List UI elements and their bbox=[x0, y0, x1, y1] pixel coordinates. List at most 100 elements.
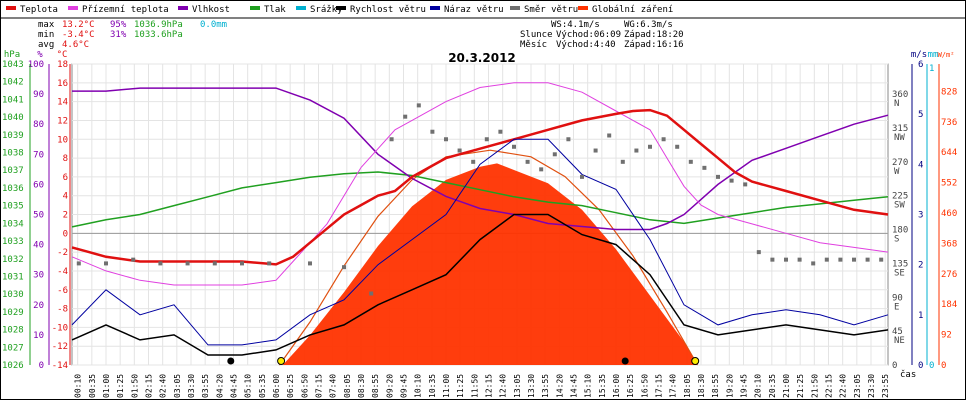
wind-direction-point bbox=[539, 167, 544, 172]
sunset: Západ:18:20 bbox=[624, 30, 684, 40]
wind-direction-point bbox=[688, 159, 693, 164]
moon-marker bbox=[621, 357, 629, 365]
stat-max-press: 1036.9hPa bbox=[134, 20, 183, 30]
wind-direction-point bbox=[648, 144, 652, 149]
x-tick-label: 00:35 bbox=[88, 374, 97, 398]
x-tick-label: 05:10 bbox=[244, 374, 253, 398]
legend-swatch bbox=[6, 6, 16, 10]
solar-tick-label: 828 bbox=[941, 87, 957, 97]
right-axes: 360N315NW270W225SW180S135SE90E45NE0m/s65… bbox=[892, 50, 957, 371]
wind-direction-point bbox=[865, 257, 870, 262]
pressure-tick-label: 1029 bbox=[2, 308, 24, 318]
wind-direction-point bbox=[620, 159, 625, 164]
temperature-tick-label: 8 bbox=[63, 154, 68, 164]
wind-direction-point bbox=[430, 129, 435, 134]
sun-marker bbox=[277, 357, 286, 365]
legend-swatch bbox=[296, 6, 306, 10]
chart-title: 20.3.2012 bbox=[448, 51, 516, 65]
temperature-tick-label: 6 bbox=[63, 173, 68, 183]
x-tick-label: 17:40 bbox=[669, 374, 678, 398]
wind-direction-point bbox=[607, 133, 612, 138]
x-tick-label: 20:35 bbox=[768, 374, 777, 398]
stat-max-rain: 0.0mm bbox=[200, 20, 227, 30]
pressure-axis-title: hPa bbox=[4, 50, 20, 60]
direction-tick-label: N bbox=[894, 99, 899, 109]
wind-direction-point bbox=[838, 257, 843, 262]
solar-tick-label: 276 bbox=[941, 270, 957, 280]
wind-direction-point bbox=[185, 261, 190, 266]
humidity-tick-label: 40 bbox=[33, 241, 44, 251]
stat-max-temp: 13.2°C bbox=[62, 20, 95, 30]
sun-marker bbox=[691, 357, 700, 365]
direction-tick-label: 0 bbox=[892, 361, 897, 371]
x-tick-label: 06:50 bbox=[300, 374, 309, 398]
x-tick-label: 07:40 bbox=[329, 374, 338, 398]
x-tick-label: 02:15 bbox=[145, 374, 154, 398]
wind-direction-point bbox=[743, 182, 748, 187]
x-tick-label: 17:15 bbox=[655, 374, 664, 398]
direction-tick-label: 135 bbox=[892, 259, 908, 269]
wind-tick-label: 1 bbox=[918, 311, 923, 321]
legend: Teplota Přízemní teplota Vlhkost Tlak Srážky… bbox=[6, 5, 673, 15]
wind-direction-point bbox=[580, 174, 584, 179]
direction-tick-label: E bbox=[894, 302, 899, 312]
wind-direction-point bbox=[811, 261, 816, 266]
pressure-line bbox=[71, 171, 889, 228]
wind-direction-point bbox=[852, 257, 856, 262]
pressure-tick-label: 1034 bbox=[2, 219, 24, 229]
x-tick-label: 18:05 bbox=[683, 374, 692, 398]
pressure-tick-label: 1042 bbox=[2, 78, 24, 88]
x-tick-label: 18:30 bbox=[697, 374, 706, 398]
humidity-tick-label: 70 bbox=[33, 150, 44, 160]
pressure-tick-label: 1027 bbox=[2, 343, 24, 353]
pressure-tick-label: 1032 bbox=[2, 255, 24, 265]
x-tick-label: 14:45 bbox=[570, 374, 579, 398]
wind-direction-point bbox=[131, 257, 136, 262]
pressure-tick-label: 1039 bbox=[2, 131, 24, 141]
wind-direction-point bbox=[729, 178, 734, 183]
x-tick-label: 13:55 bbox=[541, 374, 550, 398]
direction-tick-label: NW bbox=[894, 133, 905, 143]
humidity-tick-label: 90 bbox=[33, 90, 44, 100]
pressure-tick-label: 1028 bbox=[2, 326, 24, 336]
solar-tick-label: 368 bbox=[941, 239, 957, 249]
x-tick-label: 15:35 bbox=[598, 374, 607, 398]
x-tick-label: 23:05 bbox=[853, 374, 862, 398]
direction-tick-label: 90 bbox=[892, 293, 903, 303]
x-tick-label: 03:30 bbox=[187, 374, 196, 398]
x-tick-label: 13:05 bbox=[513, 374, 522, 398]
pressure-tick-label: 1043 bbox=[2, 60, 24, 70]
wind-direction-point bbox=[369, 291, 374, 296]
temperature-line bbox=[71, 108, 889, 266]
legend-label: Srážky bbox=[310, 5, 343, 15]
humidity-tick-label: 80 bbox=[33, 120, 44, 130]
legend-label: Přízemní teplota bbox=[82, 5, 169, 15]
moon-label: Měsíc bbox=[520, 40, 547, 50]
x-tick-label: 09:20 bbox=[385, 374, 394, 398]
temperature-tick-label: -2 bbox=[57, 248, 68, 258]
x-tick-label: 04:20 bbox=[215, 374, 224, 398]
wind-direction-point bbox=[593, 148, 598, 153]
x-tick-label: 14:20 bbox=[555, 374, 564, 398]
wind-direction-point bbox=[308, 261, 312, 266]
solar-tick-label: 460 bbox=[941, 209, 957, 219]
solar-axis-title: W/m² bbox=[938, 51, 955, 59]
wind-speed-line bbox=[71, 213, 889, 356]
temperature-tick-label: -10 bbox=[52, 323, 68, 333]
x-tick-label: 16:50 bbox=[640, 374, 649, 398]
solar-tick-label: 92 bbox=[941, 331, 952, 341]
x-axis-label: čas bbox=[900, 369, 916, 380]
pressure-tick-label: 1035 bbox=[2, 202, 24, 212]
legend-swatch bbox=[510, 6, 520, 10]
wind-direction-point bbox=[566, 137, 571, 142]
legend-label: Rychlost větru bbox=[350, 5, 426, 15]
x-tick-label: 10:35 bbox=[428, 374, 437, 398]
legend-label: Globální záření bbox=[592, 5, 673, 15]
direction-tick-label: W bbox=[894, 167, 900, 177]
temperature-tick-label: 18 bbox=[57, 60, 68, 70]
wind-direction-point bbox=[824, 257, 829, 262]
x-tick-label: 15:10 bbox=[584, 374, 593, 398]
wind-direction-point bbox=[797, 257, 802, 262]
humidity-tick-label: 60 bbox=[33, 180, 44, 190]
rain-tick-label: 1 bbox=[929, 64, 934, 74]
